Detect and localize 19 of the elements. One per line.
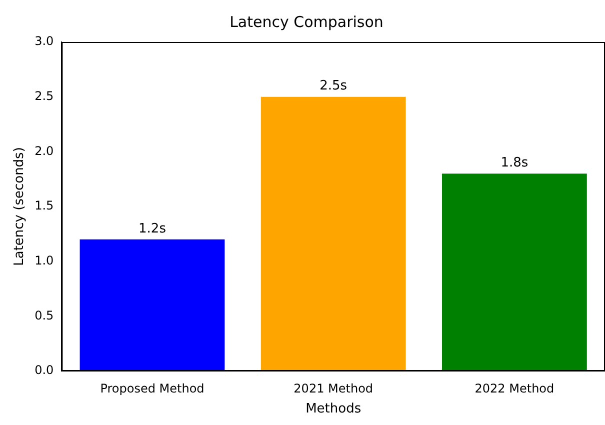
data-label: 1.2s: [138, 221, 166, 236]
data-label: 2.5s: [320, 78, 348, 94]
y-tick-label: 1.5: [34, 198, 54, 213]
y-axis-title: Latency (seconds): [12, 147, 28, 266]
y-tick-label: 1.0: [34, 253, 54, 268]
bar: [442, 174, 587, 371]
chart-title: Latency Comparison: [230, 12, 384, 31]
bar: [80, 239, 225, 371]
x-tick-label: Proposed Method: [100, 381, 204, 396]
y-tick-label: 2.5: [34, 88, 54, 103]
bar: [260, 96, 406, 371]
x-tick-label: 2022 Method: [474, 381, 554, 396]
y-tick-label: 3.0: [34, 34, 54, 48]
x-axis-title: Methods: [306, 402, 362, 417]
y-tick-label: 0.5: [34, 308, 54, 322]
y-tick-label: 2.0: [34, 144, 54, 158]
data-label: 1.8s: [500, 155, 528, 170]
y-tick-label: 0.0: [34, 363, 54, 378]
x-tick-label: 2021 Method: [294, 381, 374, 396]
